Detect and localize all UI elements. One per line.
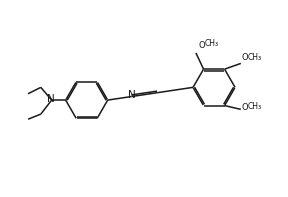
Text: N: N <box>47 94 55 104</box>
Text: O: O <box>198 41 205 50</box>
Text: CH₃: CH₃ <box>204 39 218 48</box>
Text: O: O <box>241 53 248 62</box>
Text: CH₃: CH₃ <box>247 102 261 111</box>
Text: N: N <box>128 90 135 100</box>
Text: O: O <box>241 103 248 112</box>
Text: CH₃: CH₃ <box>247 53 261 61</box>
